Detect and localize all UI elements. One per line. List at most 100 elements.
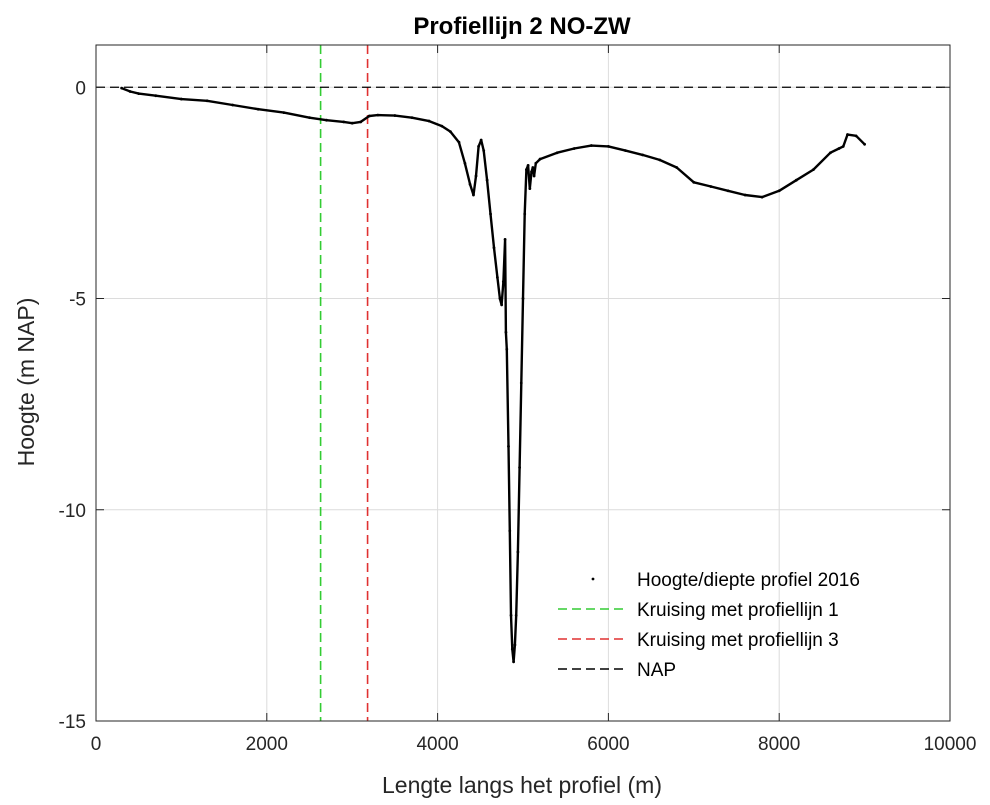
profile-data-point: [282, 111, 286, 114]
profile-data-point: [518, 466, 521, 469]
profile-data-point: [641, 153, 644, 157]
axis-ticks: 0 2000 4000 6000 8000 10000 0 -5 -10 -15: [59, 45, 976, 755]
x-tick-label: 6000: [587, 734, 629, 755]
profile-data-point: [498, 297, 502, 300]
profile-data-point: [837, 147, 841, 150]
profile-data-point: [589, 144, 593, 147]
y-axis-label: Hoogte (m NAP): [13, 298, 39, 467]
profile-data-point: [427, 119, 431, 123]
profile-data-point: [846, 133, 849, 136]
profile-data-point: [726, 189, 730, 193]
profile-data-point: [440, 124, 444, 128]
profile-data-point: [449, 130, 452, 134]
profile-data-point: [376, 113, 380, 117]
profile-data-point: [829, 151, 832, 155]
profile-data-point: [468, 183, 472, 186]
profile-data-point: [513, 643, 517, 647]
x-tick-label: 4000: [416, 734, 458, 755]
legend-entry-label: Kruising met profiellijn 3: [637, 630, 839, 651]
profile-data-point: [495, 275, 499, 279]
legend-entry-label: Kruising met profiellijn 1: [637, 600, 839, 621]
profile-data-point: [572, 147, 576, 150]
profile-data-point: [811, 168, 815, 172]
legend-entry-label: NAP: [637, 660, 676, 681]
profile-data-point: [308, 116, 311, 120]
profile-data-point: [538, 157, 542, 161]
profile-data-point: [501, 280, 505, 283]
profile-data-point: [658, 158, 662, 162]
chart-title: Profiellijn 2 NO-ZW: [413, 13, 631, 40]
y-tick-label: 0: [75, 78, 86, 99]
profile-data-point: [534, 161, 538, 165]
profile-data-point: [489, 212, 492, 216]
profile-data-point: [474, 174, 478, 178]
profile-data-point: [675, 166, 679, 169]
profile-data-point: [231, 103, 235, 107]
profile-data-point: [521, 297, 525, 300]
profile-data-point: [350, 121, 354, 125]
profile-data-point: [393, 114, 397, 117]
profile-data-point: [523, 212, 527, 216]
profile-data-point: [120, 86, 124, 90]
profile-data-point: [528, 187, 532, 191]
profile-data-point: [777, 189, 781, 193]
profile-data-point: [482, 149, 486, 153]
profile-data-point: [692, 180, 696, 184]
profile-data-point: [205, 99, 209, 103]
profile-data-point: [492, 246, 496, 250]
profile-data-point: [463, 161, 467, 165]
profile-data-point: [530, 170, 533, 174]
x-axis-label: Lengte langs het profiel (m): [382, 772, 662, 798]
profile-data-point: [359, 120, 363, 124]
profile-data-point: [509, 613, 513, 617]
profile-data-point: [760, 195, 764, 199]
profile-data-point: [841, 145, 845, 148]
profile-data-point: [526, 164, 530, 167]
profile-data-point: [854, 134, 858, 138]
profile-data-point: [342, 120, 346, 124]
x-tick-label: 8000: [758, 734, 800, 755]
y-tick-label: -15: [59, 712, 86, 733]
profile-data-point: [508, 529, 512, 533]
profile-data-point: [457, 140, 461, 144]
profile-data-point: [137, 92, 141, 95]
legend: Hoogte/diepte profiel 2016 Kruising met p…: [558, 570, 860, 681]
profile-data-point: [367, 114, 371, 118]
plot-area-frame: [95, 44, 951, 722]
x-tick-label: 2000: [246, 734, 288, 755]
profile-data-point: [256, 107, 260, 111]
profile-data-point: [128, 90, 132, 93]
profile-data-point: [325, 118, 328, 122]
profile-data-point: [531, 166, 535, 169]
profile-data-point: [500, 303, 504, 307]
profile-data-point: [709, 185, 713, 188]
profile-data-point: [485, 178, 489, 182]
profile-data-point: [794, 178, 798, 182]
profile-data-point: [514, 613, 518, 617]
data-series: [96, 45, 950, 721]
y-tick-label: -5: [69, 290, 86, 311]
profile-data-point: [516, 550, 520, 554]
profile-data-point: [477, 145, 480, 148]
profile-data-point: [180, 97, 183, 101]
profile-data-point: [512, 660, 516, 664]
profile-data-point: [555, 151, 559, 155]
profile-data-point: [507, 444, 510, 448]
profile-data-point: [743, 193, 747, 197]
legend-marker-profile: [591, 577, 595, 581]
profile-data-point: [510, 647, 514, 651]
profile-data-point: [624, 149, 627, 153]
profile-data-point: [505, 347, 509, 351]
legend-entry-label: Hoogte/diepte profiel 2016: [637, 570, 860, 591]
profile-data-point: [503, 237, 507, 241]
profile-data-point: [863, 142, 866, 146]
profile-data-point: [410, 116, 414, 120]
x-tick-label: 0: [91, 734, 102, 755]
profile-data-point: [532, 174, 536, 178]
y-tick-label: -10: [59, 501, 86, 522]
profile-data-point: [607, 145, 610, 148]
profile-data-point: [472, 193, 475, 197]
